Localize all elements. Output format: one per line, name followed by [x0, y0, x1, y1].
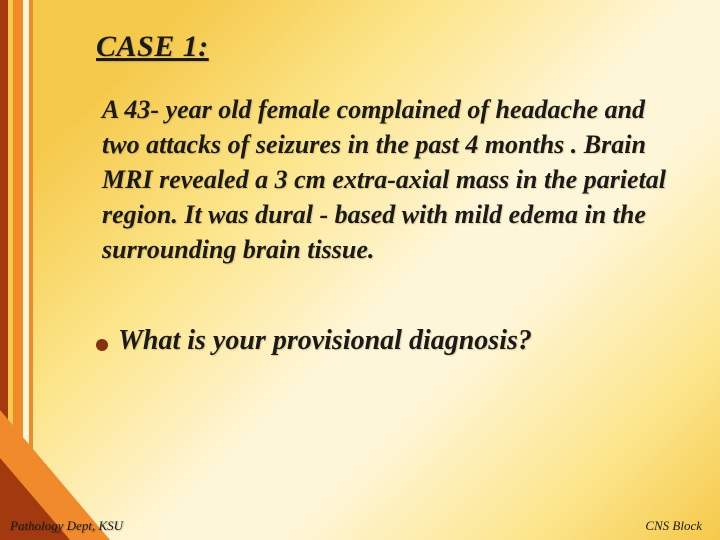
question-text: What is your provisional diagnosis? — [118, 325, 532, 357]
bullet-icon — [96, 339, 108, 351]
slide-title: CASE 1: — [96, 30, 680, 64]
question-row: What is your provisional diagnosis? — [96, 325, 680, 357]
slide: CASE 1: A 43- year old female complained… — [0, 0, 720, 540]
case-description: A 43- year old female complained of head… — [102, 92, 680, 267]
content-area: CASE 1: A 43- year old female complained… — [96, 30, 680, 357]
footer-left: Pathology Dept, KSU — [10, 518, 123, 534]
footer-right: CNS Block — [645, 518, 702, 534]
